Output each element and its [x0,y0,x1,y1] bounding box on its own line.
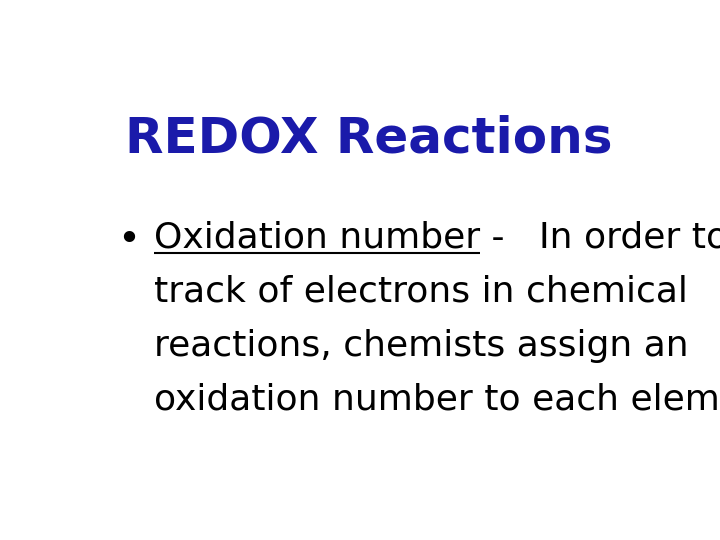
Text: track of electrons in chemical: track of electrons in chemical [154,275,688,309]
Text: Oxidation number: Oxidation number [154,221,480,255]
Text: -   In order to keep: - In order to keep [480,221,720,255]
Text: oxidation number to each element.: oxidation number to each element. [154,383,720,417]
Text: •: • [117,221,140,259]
Text: REDOX Reactions: REDOX Reactions [125,114,613,163]
Text: reactions, chemists assign an: reactions, chemists assign an [154,329,689,363]
